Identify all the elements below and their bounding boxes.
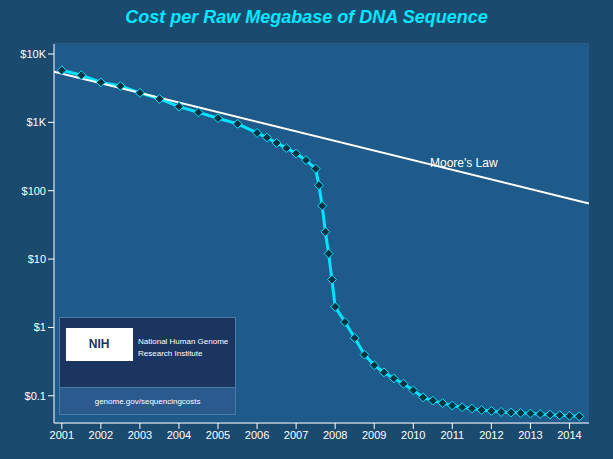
svg-text:$10: $10 — [28, 253, 46, 265]
html-text:Cost per Raw Megabase of DNA S: Cost per Raw Megabase of DNA Sequence — [125, 7, 488, 27]
svg-text:2003: 2003 — [128, 429, 152, 441]
svg-text:2010: 2010 — [401, 429, 425, 441]
svg-text:$100: $100 — [22, 185, 46, 197]
html-text:genome.gov/sequencingcosts: genome.gov/sequencingcosts — [94, 396, 201, 406]
svg-text:$1: $1 — [34, 321, 46, 333]
html-text:NIH: NIH — [88, 337, 110, 352]
svg-text:2014: 2014 — [557, 429, 581, 441]
html-text:National Human Genome: National Human Genome — [138, 336, 229, 346]
svg-text:$0.1: $0.1 — [25, 390, 46, 402]
svg-text:2008: 2008 — [323, 429, 347, 441]
svg-text:2001: 2001 — [50, 429, 74, 441]
svg-text:2011: 2011 — [440, 429, 464, 441]
svg-text:$10K: $10K — [20, 48, 46, 60]
svg-text:2007: 2007 — [284, 429, 308, 441]
svg-text:2002: 2002 — [89, 429, 113, 441]
html-text:Research Institute: Research Institute — [138, 348, 203, 358]
svg-text:$1K: $1K — [26, 116, 46, 128]
svg-text:2013: 2013 — [518, 429, 542, 441]
svg-text:2009: 2009 — [362, 429, 386, 441]
svg-text:2006: 2006 — [245, 429, 269, 441]
svg-text:Moore's Law: Moore's Law — [430, 156, 498, 170]
svg-text:2005: 2005 — [206, 429, 230, 441]
svg-text:2004: 2004 — [167, 429, 191, 441]
svg-text:2012: 2012 — [479, 429, 503, 441]
